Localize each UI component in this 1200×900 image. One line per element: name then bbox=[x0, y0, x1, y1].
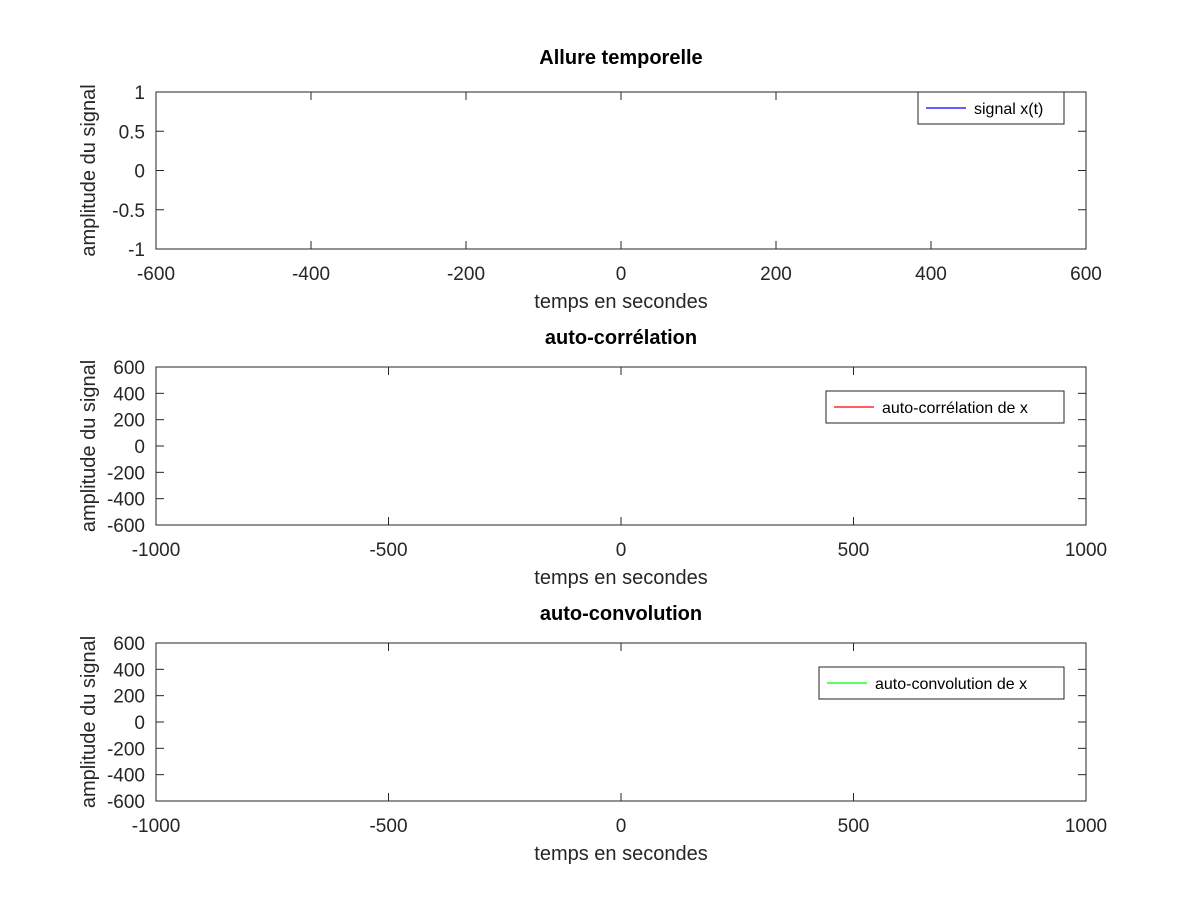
x-tick-label: -200 bbox=[447, 264, 485, 285]
chart-title: auto-corrélation bbox=[545, 327, 697, 349]
legend-label: auto-convolution de x bbox=[875, 676, 1027, 693]
x-tick-label: 600 bbox=[1070, 264, 1102, 285]
y-tick-label: 600 bbox=[113, 634, 145, 655]
y-tick-label: -400 bbox=[107, 490, 145, 511]
legend-label: auto-corrélation de x bbox=[882, 400, 1028, 417]
x-tick-label: -1000 bbox=[132, 816, 181, 837]
y-tick-label: 0 bbox=[134, 437, 145, 458]
x-tick-label: 0 bbox=[616, 264, 627, 285]
subplot-2: -1000 -500 0 500 1000 600 400 200 0 -200 -400 -600 a… bbox=[78, 327, 1107, 589]
y-tick-label: -600 bbox=[107, 792, 145, 813]
y-axis-label: amplitude du signal bbox=[78, 84, 100, 256]
x-tick-label: 500 bbox=[838, 816, 870, 837]
y-tick-label: 200 bbox=[113, 687, 145, 708]
x-axis-label: temps en secondes bbox=[534, 567, 707, 589]
y-tick-label: 200 bbox=[113, 411, 145, 432]
x-tick-label: 1000 bbox=[1065, 816, 1107, 837]
x-tick-label: 500 bbox=[838, 540, 870, 561]
y-tick-label: 0.5 bbox=[119, 122, 145, 143]
subplot-1: -600 -400 -200 0 200 400 600 1 0.5 0 -0.5 -1 Allure … bbox=[78, 47, 1102, 313]
x-tick-label: -400 bbox=[292, 264, 330, 285]
y-axis-label: amplitude du signal bbox=[78, 636, 100, 808]
y-tick-label: 600 bbox=[113, 358, 145, 379]
x-tick-label: -600 bbox=[137, 264, 175, 285]
y-tick-label: -1 bbox=[128, 240, 145, 261]
x-tick-label: -500 bbox=[369, 816, 407, 837]
x-axis-label: temps en secondes bbox=[534, 843, 707, 865]
y-tick-label: -200 bbox=[107, 739, 145, 760]
y-tick-label: 0 bbox=[134, 713, 145, 734]
legend: auto-corrélation de x bbox=[825, 390, 1065, 424]
y-tick-label: 400 bbox=[113, 660, 145, 681]
x-tick-label: -1000 bbox=[132, 540, 181, 561]
y-tick-label: -0.5 bbox=[112, 201, 145, 222]
y-tick-label: 400 bbox=[113, 384, 145, 405]
x-tick-label: 400 bbox=[915, 264, 947, 285]
y-tick-label: -200 bbox=[107, 463, 145, 484]
x-tick-label: 0 bbox=[616, 816, 627, 837]
x-axis-label: temps en secondes bbox=[534, 291, 707, 313]
chart-title: auto-convolution bbox=[540, 603, 702, 625]
chart-title: Allure temporelle bbox=[539, 47, 702, 69]
y-tick-label: 0 bbox=[134, 162, 145, 183]
x-tick-label: -500 bbox=[369, 540, 407, 561]
legend-label: signal x(t) bbox=[974, 101, 1043, 118]
legend: signal x(t) bbox=[917, 91, 1065, 125]
subplot-3: -1000 -500 0 500 1000 600 400 200 0 -200 -400 -600 a… bbox=[78, 603, 1107, 865]
legend: auto-convolution de x bbox=[818, 666, 1065, 700]
y-axis-label: amplitude du signal bbox=[78, 360, 100, 532]
y-tick-label: -400 bbox=[107, 766, 145, 787]
y-tick-label: -600 bbox=[107, 516, 145, 537]
x-tick-label: 200 bbox=[760, 264, 792, 285]
y-tick-label: 1 bbox=[134, 83, 145, 104]
x-tick-label: 0 bbox=[616, 540, 627, 561]
x-tick-label: 1000 bbox=[1065, 540, 1107, 561]
